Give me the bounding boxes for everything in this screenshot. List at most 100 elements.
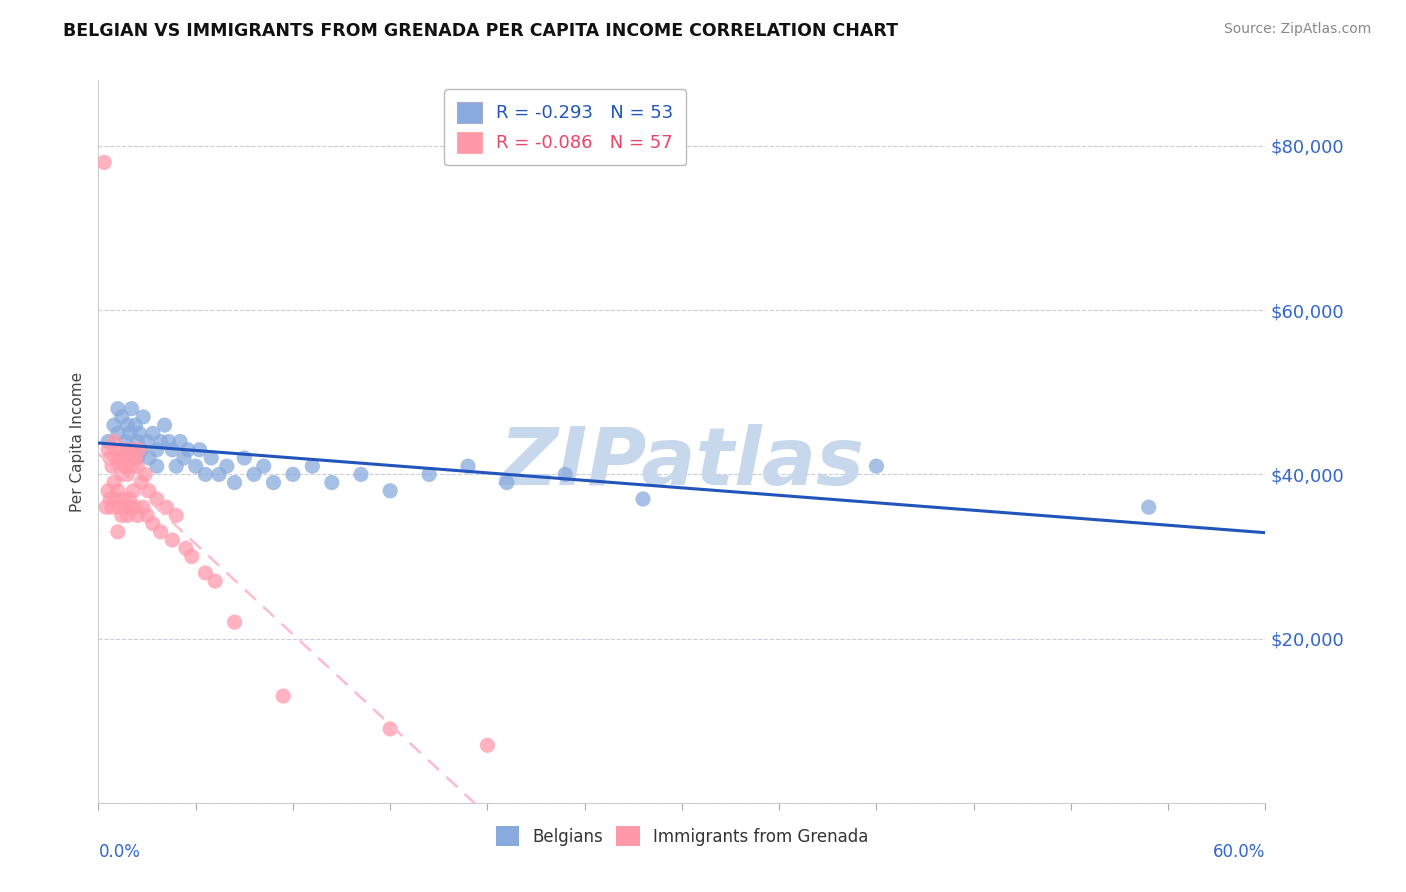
Point [200, 450, 222, 465]
Point [132, 409, 155, 424]
Point [281, 467, 304, 482]
Point [97, 483, 120, 498]
Point [96, 500, 118, 515]
Point [1137, 500, 1160, 515]
Point [124, 500, 146, 515]
Point [380, 722, 402, 736]
Point [101, 459, 124, 474]
Point [124, 450, 146, 465]
Point [188, 442, 211, 457]
Point [97, 434, 120, 449]
Point [162, 533, 184, 547]
Point [146, 459, 169, 474]
Point [129, 475, 152, 490]
Point [129, 442, 152, 457]
Point [124, 418, 146, 433]
Point [111, 442, 134, 457]
Point [117, 467, 139, 482]
Text: 60.0%: 60.0% [1213, 843, 1265, 861]
Point [204, 574, 226, 588]
Text: ZIPatlas: ZIPatlas [499, 425, 865, 502]
Point [118, 450, 141, 465]
Point [121, 459, 143, 474]
Point [136, 508, 159, 523]
Point [128, 442, 150, 457]
Point [215, 459, 238, 474]
Point [107, 401, 129, 416]
Point [107, 524, 129, 539]
Point [194, 566, 217, 580]
Point [233, 450, 256, 465]
Point [111, 508, 134, 523]
Point [112, 491, 135, 506]
Point [149, 524, 172, 539]
Point [107, 483, 129, 498]
Point [98, 491, 121, 506]
Point [117, 442, 139, 457]
Point [271, 689, 294, 703]
Point [136, 434, 159, 449]
Point [138, 483, 160, 498]
Point [142, 426, 165, 441]
Point [127, 508, 149, 523]
Point [301, 459, 323, 474]
Point [127, 459, 149, 474]
Point [194, 467, 217, 482]
Point [165, 459, 187, 474]
Point [350, 467, 373, 482]
Point [112, 450, 135, 465]
Point [173, 450, 195, 465]
Point [122, 442, 145, 457]
Point [117, 418, 139, 433]
Point [111, 467, 134, 482]
Point [262, 475, 284, 490]
Point [107, 426, 129, 441]
Point [153, 418, 176, 433]
Point [98, 450, 121, 465]
Point [457, 459, 479, 474]
Point [138, 450, 160, 465]
Y-axis label: Per Capita Income: Per Capita Income [70, 371, 86, 512]
Point [418, 467, 440, 482]
Point [180, 549, 202, 564]
Point [321, 475, 343, 490]
Point [108, 500, 131, 515]
Point [146, 491, 169, 506]
Legend: Belgians, Immigrants from Grenada: Belgians, Immigrants from Grenada [489, 820, 875, 852]
Point [108, 459, 131, 474]
Point [243, 467, 266, 482]
Point [118, 426, 141, 441]
Point [224, 475, 246, 490]
Point [132, 500, 155, 515]
Point [127, 450, 149, 465]
Text: BELGIAN VS IMMIGRANTS FROM GRENADA PER CAPITA INCOME CORRELATION CHART: BELGIAN VS IMMIGRANTS FROM GRENADA PER C… [63, 22, 898, 40]
Point [477, 739, 499, 753]
Point [865, 459, 887, 474]
Point [111, 409, 134, 424]
Point [149, 434, 172, 449]
Point [177, 442, 200, 457]
Point [117, 508, 139, 523]
Point [103, 475, 125, 490]
Point [174, 541, 197, 556]
Point [631, 491, 654, 506]
Point [117, 442, 139, 457]
Point [146, 442, 169, 457]
Point [104, 491, 127, 506]
Text: 0.0%: 0.0% [98, 843, 141, 861]
Point [114, 434, 136, 449]
Point [127, 434, 149, 449]
Point [155, 500, 177, 515]
Point [122, 483, 145, 498]
Point [103, 418, 125, 433]
Point [114, 500, 136, 515]
Point [253, 459, 276, 474]
Point [184, 459, 207, 474]
Text: Source: ZipAtlas.com: Source: ZipAtlas.com [1223, 22, 1371, 37]
Point [104, 442, 127, 457]
Point [118, 491, 141, 506]
Point [121, 401, 143, 416]
Point [208, 467, 231, 482]
Point [380, 483, 402, 498]
Point [496, 475, 519, 490]
